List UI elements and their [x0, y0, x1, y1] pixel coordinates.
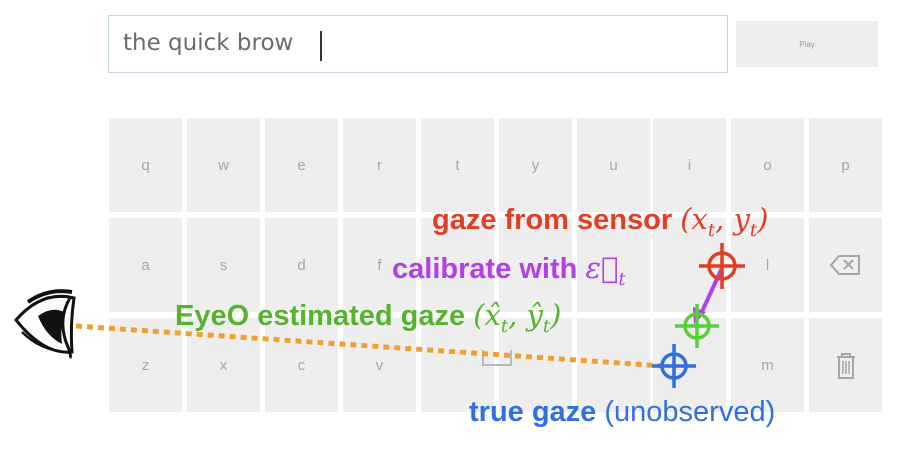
key-p[interactable]: p — [809, 118, 882, 212]
key-w[interactable]: w — [187, 118, 260, 212]
text-input-value: the quick brow — [123, 30, 294, 56]
key-delete-all[interactable] — [809, 318, 882, 412]
calibrate-label: calibrate with ε⃗t — [392, 251, 626, 290]
true-gaze-crosshair-icon — [652, 344, 696, 388]
key-z[interactable]: z — [109, 318, 182, 412]
key-q[interactable]: q — [109, 118, 182, 212]
key-backspace[interactable] — [809, 218, 882, 312]
key-a[interactable]: a — [109, 218, 182, 312]
key-v[interactable]: v — [343, 318, 416, 412]
estimated-gaze-crosshair-icon — [675, 304, 719, 348]
sensor-gaze-label: gaze from sensor (xt, yt) — [432, 202, 769, 241]
key-s[interactable]: s — [187, 218, 260, 312]
key-u[interactable]: u — [577, 118, 650, 212]
key-m[interactable]: m — [731, 318, 804, 412]
key-y[interactable]: y — [499, 118, 572, 212]
trash-icon — [836, 353, 855, 379]
eye-icon — [14, 289, 76, 360]
play-button[interactable]: Play — [736, 21, 878, 67]
key-d[interactable]: d — [265, 218, 338, 312]
estimated-gaze-label: EyeO estimated gaze (x̂t, ŷt) — [175, 298, 562, 337]
text-caret — [320, 31, 322, 61]
backspace-icon — [829, 255, 860, 275]
key-blank[interactable] — [499, 218, 572, 312]
sensor-gaze-crosshair-icon — [699, 243, 745, 289]
key-c[interactable]: c — [265, 318, 338, 412]
key-e[interactable]: e — [265, 118, 338, 212]
true-gaze-label: true gaze (unobserved) — [469, 396, 776, 428]
key-r[interactable]: r — [343, 118, 416, 212]
key-o[interactable]: o — [731, 118, 804, 212]
text-input[interactable]: the quick brow — [108, 15, 728, 73]
key-f[interactable]: f — [343, 218, 416, 312]
key-t[interactable]: t — [421, 118, 494, 212]
key-blank[interactable] — [577, 218, 650, 312]
key-blank[interactable] — [421, 218, 494, 312]
space-bar-icon — [482, 350, 512, 366]
key-i[interactable]: i — [653, 118, 726, 212]
key-blank[interactable] — [421, 318, 494, 412]
